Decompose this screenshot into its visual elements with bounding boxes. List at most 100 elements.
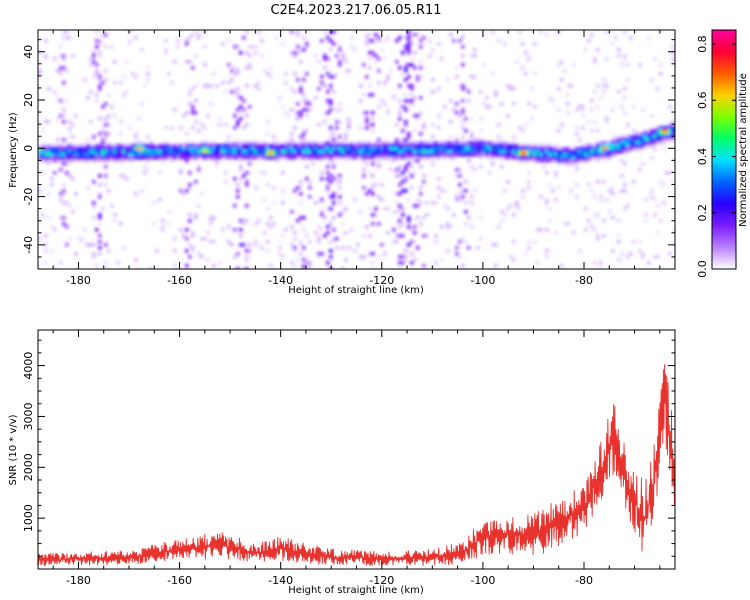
heatmap-cell [566,162,570,166]
heatmap-cell [407,219,411,223]
heatmap-cell [179,189,183,193]
heatmap-cell [59,198,63,202]
heatmap-cell [239,159,243,163]
heatmap-cell [83,156,87,160]
heatmap-cell [233,72,237,76]
heatmap-cell [275,147,279,151]
heatmap-cell [398,255,402,259]
heatmap-cell [473,138,477,142]
heatmap-cell [398,36,402,40]
heatmap-cell [509,87,513,91]
heatmap-cell [134,135,138,139]
heatmap-cell [239,150,243,154]
heatmap-cell [92,201,96,205]
heatmap-cell [278,144,282,148]
heatmap-cell [401,141,405,145]
heatmap-cell [503,213,507,217]
heatmap-cell [65,159,69,163]
heatmap-cell [116,156,120,160]
heatmap-cell [104,159,108,163]
heatmap-cell [305,150,309,154]
heatmap-cell [299,252,303,256]
heatmap-cell [134,192,138,196]
heatmap-cell [266,156,270,160]
heatmap-cell [398,192,402,196]
heatmap-cell [116,261,120,265]
heatmap-cell [110,150,114,154]
heatmap-cell [419,222,423,226]
heatmap-cell [626,147,630,151]
heatmap-cell [245,123,249,127]
heatmap-cell [329,99,333,103]
heatmap-cell [296,147,300,151]
heatmap-cell [587,147,591,151]
heatmap-cell [305,141,309,145]
heatmap-cell [464,150,468,154]
heatmap-cell [305,156,309,160]
heatmap-cell [647,261,651,265]
heatmap-cell [236,120,240,124]
heatmap-cell [629,141,633,145]
heatmap-cell [344,132,348,136]
heatmap-cell [383,150,387,154]
heatmap-cell [203,156,207,160]
heatmap-cell [299,147,303,151]
heatmap-cell [59,54,63,58]
heatmap-cell [257,144,261,148]
heatmap-cell [332,237,336,241]
heatmap-cell [41,150,45,154]
heatmap-cell [233,255,237,259]
heatmap-cell [653,141,657,145]
heatmap-cell [134,144,138,148]
heatmap-cell [425,156,429,160]
heatmap-cell [650,132,654,136]
heatmap-cell [305,102,309,106]
heatmap-cell [107,189,111,193]
heatmap-cell [182,144,186,148]
heatmap-cell [107,249,111,253]
heatmap-cell [59,156,63,160]
heatmap-cell [455,153,459,157]
heatmap-cell [65,30,69,34]
heatmap-cell [371,123,375,127]
heatmap-cell [392,159,396,163]
heatmap-cell [218,147,222,151]
heatmap-cell [59,99,63,103]
heatmap-cell [248,141,252,145]
heatmap-cell [176,147,180,151]
heatmap-cell [566,147,570,151]
heatmap-cell [299,111,303,115]
heatmap-cell [380,183,384,187]
heatmap-cell [242,36,246,40]
heatmap-cell [413,156,417,160]
heatmap-cell [518,150,522,154]
heatmap-cell [545,201,549,205]
heatmap-cell [410,42,414,46]
heatmap-cell [185,237,189,241]
heatmap-cell [407,216,411,220]
heatmap-cell [623,144,627,148]
heatmap-cell [62,36,66,40]
heatmap-cell [239,243,243,247]
heatmap-cell [317,156,321,160]
heatmap-cell [44,144,48,148]
heatmap-cell [293,231,297,235]
heatmap-cell [617,141,621,145]
heatmap-cell [479,147,483,151]
heatmap-cell [584,144,588,148]
heatmap-cell [182,192,186,196]
heatmap-cell [269,225,273,229]
heatmap-cell [398,99,402,103]
heatmap-cell [323,216,327,220]
heatmap-cell [512,102,516,106]
heatmap-cell [308,102,312,106]
heatmap-cell [509,147,513,151]
heatmap-cell [266,153,270,157]
spectrogram-x-axis-label: Height of straight line (km) [288,285,424,296]
heatmap-cell [311,144,315,148]
heatmap-cell [143,150,147,154]
heatmap-cell [338,180,342,184]
heatmap-cell [401,180,405,184]
heatmap-cell [128,30,132,34]
heatmap-cell [536,156,540,160]
